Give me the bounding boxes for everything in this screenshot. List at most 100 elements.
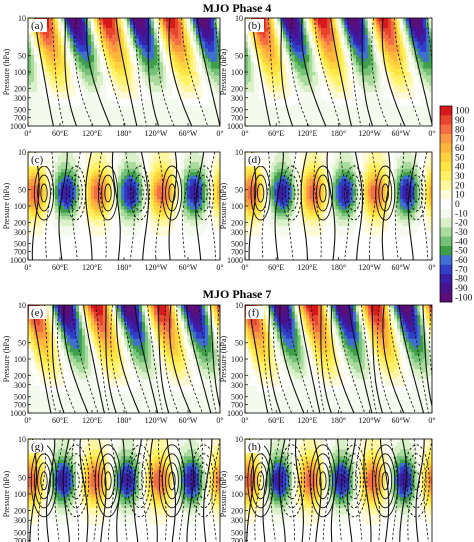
- contour-line: [301, 18, 327, 126]
- contour-line: [347, 439, 357, 542]
- colorbar-swatch: [440, 162, 452, 172]
- y-tick-label: 300: [231, 516, 243, 525]
- y-tick-label: 10: [18, 435, 26, 444]
- y-tick-label: 10: [235, 14, 243, 23]
- y-tick-label: 500: [14, 393, 26, 402]
- contour-loop: [200, 471, 208, 491]
- colorbar-label: 30: [455, 172, 465, 182]
- x-tick-label: 120°E: [82, 416, 102, 425]
- contour-line: [279, 305, 305, 413]
- colorbar-label: -60: [455, 256, 468, 266]
- contour-loop: [126, 444, 154, 518]
- contour-line: [389, 305, 416, 413]
- contour-line: [371, 18, 389, 126]
- contour-loop: [193, 165, 215, 221]
- contour-loop: [375, 453, 396, 509]
- contour-line: [287, 152, 297, 260]
- contour-line: [339, 152, 350, 260]
- contour-loop: [197, 174, 211, 212]
- contour-loop: [406, 453, 427, 509]
- y-tick-label: 700: [231, 248, 243, 257]
- contour-loop: [350, 183, 358, 203]
- contour-line: [57, 305, 76, 413]
- section-title: MJO Phase 4: [203, 1, 272, 15]
- x-tick-label: 120°W: [145, 129, 168, 138]
- x-tick-label: 120°E: [297, 129, 317, 138]
- contour-line: [268, 18, 281, 126]
- y-tick-label: 700: [14, 114, 26, 123]
- contour-loop: [197, 462, 211, 500]
- contour-line: [88, 439, 98, 542]
- panel-label: (d): [248, 154, 261, 166]
- y-tick-label: 200: [14, 507, 26, 516]
- colorbar-label: -70: [455, 265, 468, 275]
- colorbar-swatch: [440, 180, 452, 191]
- contour-loop: [312, 453, 333, 509]
- y-tick-label: 100: [231, 202, 243, 211]
- x-tick-label: 60°E: [52, 416, 68, 425]
- contour-loop: [344, 453, 365, 509]
- contour-line: [54, 439, 64, 542]
- y-axis-label: Pressure (hPa): [219, 48, 228, 95]
- contour-line: [124, 439, 134, 542]
- colorbar-swatch: [440, 199, 452, 209]
- contour-line: [176, 305, 203, 413]
- contour-loop: [281, 453, 302, 509]
- contour-line: [290, 18, 309, 126]
- contour-loop: [288, 183, 296, 203]
- contour-line: [429, 305, 432, 378]
- y-tick-label: 200: [231, 507, 243, 516]
- contour-line: [217, 305, 220, 378]
- x-tick-label: 180°: [331, 263, 346, 272]
- contour-line: [198, 305, 217, 413]
- contour-loop: [129, 165, 151, 221]
- contour-line: [166, 439, 177, 542]
- y-tick-label: 700: [231, 401, 243, 410]
- contour-line: [300, 152, 309, 260]
- colorbar-swatch: [440, 292, 452, 303]
- panel-label: (b): [248, 20, 261, 32]
- y-tick-label: 300: [231, 94, 243, 103]
- y-tick-label: 500: [14, 240, 26, 249]
- contour-line: [330, 18, 353, 126]
- contour-line: [322, 439, 331, 542]
- contour-loop: [412, 183, 421, 203]
- x-tick-label: 180°: [331, 129, 346, 138]
- contour-loop: [69, 174, 83, 212]
- contour-line: [420, 152, 429, 260]
- section-title: MJO Phase 7: [203, 287, 272, 301]
- contour-loop: [284, 174, 299, 212]
- contour-line: [147, 305, 164, 413]
- contour-line: [124, 305, 151, 413]
- y-tick-label: 300: [231, 381, 243, 390]
- contour-line: [210, 305, 220, 410]
- contour-loop: [284, 462, 299, 500]
- contour-line: [196, 18, 220, 126]
- contour-loop: [133, 174, 147, 212]
- y-tick-label: 10: [235, 148, 243, 157]
- colorbar-swatch: [440, 143, 452, 153]
- panel-label: (g): [31, 441, 44, 453]
- panel-label: (h): [248, 441, 261, 453]
- contour-line: [347, 18, 362, 126]
- x-tick-label: 60°E: [52, 263, 68, 272]
- contour-line: [134, 305, 159, 413]
- contour-loop: [372, 444, 399, 518]
- contour-line: [158, 439, 167, 542]
- contour-line: [85, 18, 111, 126]
- contour-loop: [72, 183, 80, 203]
- panel-label: (f): [248, 307, 259, 319]
- contour-loop: [101, 462, 115, 500]
- contour-line: [125, 152, 135, 260]
- contour-line: [51, 18, 64, 126]
- colorbar-swatch: [440, 124, 452, 135]
- y-tick-label: 700: [231, 114, 243, 123]
- contour-line: [98, 439, 107, 542]
- contour-loop: [37, 462, 51, 500]
- colorbar-swatch: [440, 134, 452, 144]
- contour-line: [287, 305, 315, 413]
- x-tick-label: 60°W: [179, 416, 198, 425]
- colorbar-swatch: [440, 255, 452, 265]
- contour-loop: [350, 471, 358, 491]
